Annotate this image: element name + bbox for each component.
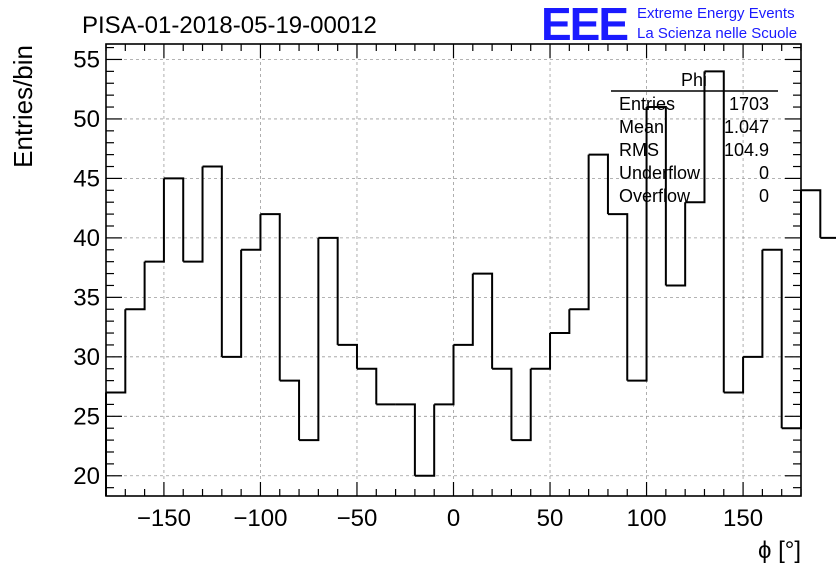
histogram-bin xyxy=(472,272,494,369)
histogram-bin xyxy=(202,165,223,357)
histogram-bin xyxy=(337,343,358,369)
histogram-bin xyxy=(434,344,455,406)
histogram-bin xyxy=(588,153,609,215)
histogram-bin xyxy=(183,166,204,263)
histogram-bin xyxy=(781,190,802,430)
histogram-bin xyxy=(627,107,648,382)
histogram-bin xyxy=(414,404,436,477)
y-tick-label: 30 xyxy=(73,344,100,371)
x-tick-label: −150 xyxy=(137,505,191,532)
histogram-bin xyxy=(607,213,629,381)
x-axis-label: ϕ [°] xyxy=(758,537,801,564)
histogram-bins xyxy=(105,70,836,496)
y-tick-label: 20 xyxy=(73,463,100,490)
histogram-bin xyxy=(318,236,339,345)
eee-logo: EEE Extreme Energy Events La Scienza nel… xyxy=(541,0,797,50)
histogram-bin xyxy=(299,237,320,442)
y-tick-label: 40 xyxy=(73,225,100,252)
stats-label: RMS xyxy=(619,140,659,160)
logo-mark: EEE xyxy=(541,0,627,50)
stats-title: Phi xyxy=(681,70,707,90)
stats-value: 0 xyxy=(759,163,769,183)
histogram-bin xyxy=(395,403,416,476)
histogram-bin xyxy=(356,367,378,405)
histogram-bin xyxy=(743,249,764,358)
x-tick-label: −50 xyxy=(337,505,378,532)
histogram-bin xyxy=(685,71,706,204)
histogram-bin xyxy=(762,248,783,429)
y-tick-label: 35 xyxy=(73,284,100,311)
y-tick-label: 25 xyxy=(73,403,100,430)
x-tick-label: 100 xyxy=(627,505,667,532)
x-tick-label: 0 xyxy=(447,505,460,532)
logo-line-1: Extreme Energy Events xyxy=(637,5,795,22)
histogram-bin xyxy=(163,177,185,262)
histogram-bin xyxy=(241,214,262,251)
stats-label: Overflow xyxy=(619,186,691,206)
x-tick-label: 150 xyxy=(723,505,763,532)
histogram-bin xyxy=(550,309,571,335)
x-tick-label: −100 xyxy=(233,505,287,532)
y-axis-label: Entries/bin xyxy=(8,45,38,168)
histogram-bin xyxy=(260,213,281,381)
stats-value: 0 xyxy=(759,186,769,206)
stats-value: 1.047 xyxy=(724,117,769,137)
stats-label: Entries xyxy=(619,94,675,114)
histogram-bin xyxy=(820,236,836,239)
grid-lines xyxy=(106,44,801,496)
histogram-bin xyxy=(221,249,243,358)
histogram-bin xyxy=(511,368,532,442)
stats-box: Phi Entries 1703 Mean 1.047 RMS 104.9 Underflo… xyxy=(611,70,778,206)
x-tick-label: 50 xyxy=(537,505,564,532)
histogram-bin xyxy=(279,379,301,441)
y-tick-label: 50 xyxy=(73,106,100,133)
histogram-bin xyxy=(144,178,165,263)
histogram-bin xyxy=(723,356,745,394)
x-axis-ticks: −150 −100 −50 0 50 100 150 xyxy=(105,44,802,532)
stats-value: 104.9 xyxy=(724,140,769,160)
histogram-bin xyxy=(453,273,474,346)
y-axis-ticks: 20 25 30 35 40 45 50 55 xyxy=(73,46,801,490)
y-tick-label: 45 xyxy=(73,165,100,192)
histogram-bin xyxy=(492,367,513,441)
stats-label: Underflow xyxy=(619,163,701,183)
histogram-bin xyxy=(530,333,552,370)
stats-label: Mean xyxy=(619,117,664,137)
histogram-bin xyxy=(665,202,687,287)
logo-line-2: La Scienza nelle Scuole xyxy=(637,25,797,42)
histogram-bin xyxy=(569,154,590,311)
y-tick-label: 55 xyxy=(73,46,100,73)
histogram-bin xyxy=(646,106,667,286)
histogram-bin xyxy=(106,309,127,394)
stats-value: 1703 xyxy=(729,94,769,114)
histogram-bin xyxy=(801,189,822,238)
histogram-bin xyxy=(704,70,725,393)
histogram-bin xyxy=(125,261,146,311)
chart-title: PISA-01-2018-05-19-00012 xyxy=(82,12,377,39)
